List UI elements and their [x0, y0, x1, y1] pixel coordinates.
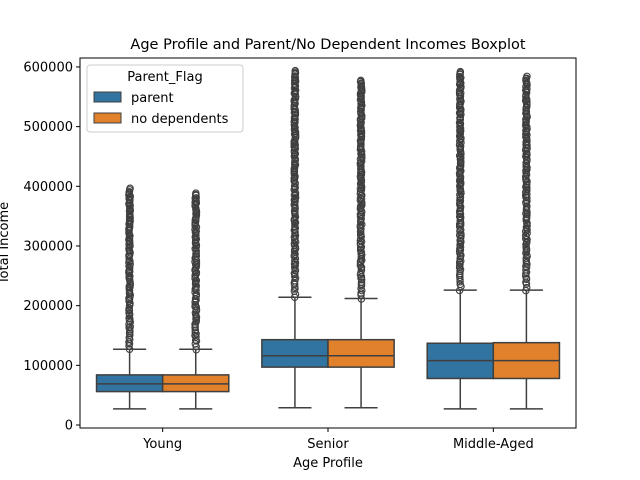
- outlier-point: [522, 256, 531, 265]
- box-senior-parent: [261, 66, 329, 409]
- y-tick-label: 200000: [23, 299, 73, 314]
- chart-title: Age Profile and Parent/No Dependent Inco…: [130, 37, 525, 53]
- iqr-box: [261, 338, 329, 368]
- outlier-point: [357, 194, 366, 203]
- outlier-point: [291, 195, 299, 203]
- legend-swatch: [93, 112, 122, 124]
- outlier-point: [356, 184, 365, 193]
- plot-area: [95, 66, 561, 410]
- outlier-point: [456, 153, 465, 161]
- box-senior-no-dependents: [327, 76, 395, 409]
- legend-frame: [86, 64, 244, 133]
- outlier-point: [356, 187, 365, 196]
- outlier-point: [357, 230, 365, 239]
- outlier-point: [356, 221, 365, 230]
- outlier-point: [456, 127, 465, 135]
- x-axis-label: Age Profile: [293, 456, 363, 471]
- x-tick-label: Young: [142, 437, 182, 452]
- legend-swatch: [93, 91, 122, 103]
- outlier-point: [522, 138, 530, 147]
- y-tick-label: 300000: [23, 239, 73, 254]
- x-tick-label: Middle-Aged: [453, 437, 534, 452]
- outlier-point: [455, 109, 464, 117]
- outlier-point: [125, 314, 133, 322]
- y-tick-label: 0: [65, 419, 73, 434]
- outlier-point: [456, 135, 464, 143]
- legend-label: no dependents: [131, 112, 229, 127]
- box-middle-aged-no-dependents: [492, 72, 561, 410]
- outlier-point: [357, 278, 366, 286]
- box-young-parent: [95, 184, 164, 410]
- y-tick-label: 600000: [23, 60, 73, 75]
- outlier-point: [455, 220, 464, 229]
- outlier-point: [522, 242, 530, 251]
- outlier-point: [192, 337, 201, 345]
- outlier-point: [290, 260, 299, 268]
- box-middle-aged-parent: [426, 67, 495, 410]
- outlier-point: [126, 184, 134, 193]
- outlier-point: [456, 280, 464, 289]
- legend-title: Parent_Flag: [127, 70, 202, 85]
- outlier-point: [357, 76, 365, 85]
- y-tick-label: 500000: [23, 120, 73, 135]
- outlier-point: [456, 67, 465, 76]
- outlier-point: [125, 267, 134, 276]
- outlier-point: [291, 66, 299, 75]
- box-young-no-dependents: [161, 189, 230, 410]
- x-tick-label: Senior: [307, 437, 349, 452]
- y-axis-label: Total Income: [0, 202, 12, 285]
- outlier-point: [523, 210, 531, 219]
- legend-label: parent: [131, 91, 174, 106]
- outlier-point: [192, 189, 200, 197]
- iqr-box: [327, 338, 395, 368]
- outlier-point: [191, 331, 199, 340]
- y-tick-label: 400000: [23, 180, 73, 195]
- outlier-point: [522, 263, 531, 272]
- axes: 0 100000 200000 300000 400000 500000 600000 You…: [23, 60, 533, 452]
- outlier-point: [523, 72, 531, 81]
- outlier-point: [192, 194, 200, 202]
- outlier-point: [356, 239, 365, 248]
- y-tick-label: 100000: [23, 359, 73, 374]
